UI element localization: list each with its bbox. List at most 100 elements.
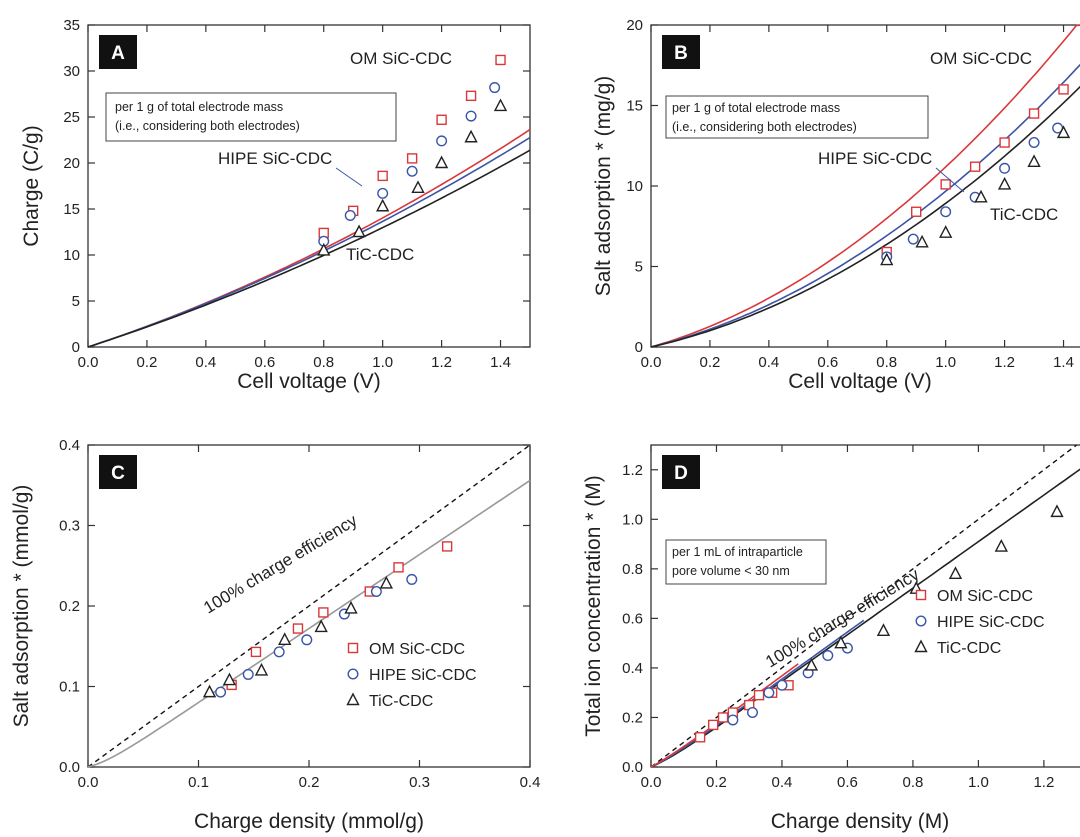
x-tick-label: 0.4 (758, 354, 779, 371)
x-tick-label: 0.6 (254, 354, 275, 371)
x-axis-label: Charge density (M) (771, 810, 950, 833)
data-point-triangle (411, 180, 425, 194)
y-tick-label: 10 (63, 247, 80, 264)
x-tick-label: 0.6 (817, 354, 838, 371)
panel-a: 0.0 0.2 0.4 0.6 0.8 1.0 1.2 1.4 0 5 10 15 20 25 30 35 A… (20, 17, 531, 393)
series-label-tic: TiC-CDC (346, 245, 414, 264)
data-point-triangle (493, 98, 508, 112)
axis-ticks: 0.0 0.2 0.4 0.6 0.8 1.0 1.2 1.4 0 5 10 15 20 (626, 17, 1074, 371)
data-point-triangle (948, 566, 963, 579)
panel-badge-label: D (674, 463, 688, 484)
data-point-triangle (352, 224, 366, 238)
y-axis-label: Salt adsorption * (mmol/g) (10, 485, 33, 728)
x-tick-label: 0.2 (706, 774, 727, 791)
data-point-circle (746, 707, 758, 719)
data-point-triangle (915, 234, 929, 248)
panel-badge (99, 35, 137, 69)
legend-label-circle: HIPE SiC-CDC (369, 667, 477, 684)
data-point-triangle (317, 242, 331, 256)
legend-marker-triangle (346, 692, 360, 706)
note-box (665, 539, 827, 585)
data-point-square (911, 206, 922, 217)
panel-badge-label: B (674, 43, 688, 64)
data-point-circle (940, 206, 952, 218)
y-axis-label: Total ion concentration * (M) (582, 475, 605, 736)
y-tick-label: 35 (63, 17, 80, 34)
data-point-triangle (997, 176, 1012, 190)
x-tick-label: 0.2 (700, 354, 721, 371)
x-axis-label: Cell voltage (V) (788, 370, 932, 393)
data-point-square (318, 607, 329, 618)
note-box (105, 92, 397, 142)
data-point-circle (273, 646, 285, 658)
data-point-triangle (222, 672, 237, 686)
x-tick-label: 1.2 (994, 354, 1015, 371)
data-point-circle (436, 135, 448, 147)
data-point-square (250, 646, 262, 658)
series-label-hipe-pointer (335, 167, 363, 187)
data-point-circle (377, 187, 389, 199)
data-point-square (717, 712, 729, 723)
y-tick-label: 0 (635, 339, 643, 356)
data-point-circle (822, 650, 834, 662)
y-tick-label: 0.1 (59, 679, 80, 696)
data-point-triangle (974, 189, 988, 203)
data-point-square (406, 153, 418, 164)
data-point-circle (727, 714, 739, 726)
fit-curves (650, 24, 1080, 348)
y-tick-label: 0 (72, 339, 80, 356)
y-tick-label: 10 (626, 178, 643, 195)
x-tick-label: 1.0 (372, 354, 393, 371)
data-point-circle (406, 573, 418, 585)
data-point-triangle (379, 575, 394, 589)
legend-marker-square (915, 589, 927, 601)
data-point-square (708, 719, 719, 731)
y-tick-label: 0.3 (59, 518, 80, 535)
x-tick-label: 0.8 (313, 354, 334, 371)
legend: OM SiC-CDC HIPE SiC-CDC TiC-CDC (914, 588, 1045, 657)
data-point-circle (999, 162, 1011, 174)
data-point-triangle (994, 539, 1008, 552)
note-box (665, 95, 929, 139)
y-tick-label: 0.0 (59, 759, 80, 776)
data-points (880, 84, 1071, 266)
y-tick-label: 30 (63, 63, 80, 80)
y-tick-label: 20 (63, 155, 80, 172)
note-line-2: (i.e., considering both electrodes) (672, 120, 857, 134)
plot-frame (650, 444, 1080, 768)
y-tick-label: 0.4 (622, 660, 643, 677)
x-tick-label: 1.4 (490, 354, 511, 371)
y-tick-label: 5 (635, 259, 643, 276)
series-label-hipe-pointer (935, 167, 965, 193)
fit-curve-triangle (87, 149, 531, 348)
y-tick-label: 15 (63, 201, 80, 218)
x-axis-label: Cell voltage (V) (237, 370, 381, 393)
legend-label-square: OM SiC-CDC (937, 588, 1033, 605)
y-tick-label: 25 (63, 109, 80, 126)
plot-frame (650, 24, 1080, 348)
data-point-circle (301, 634, 313, 646)
data-point-triangle (344, 600, 358, 614)
legend-label-triangle: TiC-CDC (369, 693, 433, 710)
data-point-circle (406, 165, 418, 177)
data-point-square (1028, 108, 1040, 119)
x-tick-label: 0.0 (78, 774, 99, 791)
x-tick-label: 0.0 (641, 774, 662, 791)
data-point-triangle (202, 684, 217, 698)
y-tick-label: 1.0 (622, 511, 643, 528)
note-line-1: per 1 g of total electrode mass (672, 101, 840, 115)
x-tick-label: 0.0 (78, 354, 99, 371)
data-point-circle (1028, 137, 1040, 149)
fit-curve-circle (87, 136, 531, 348)
series-label-hipe: HIPE SiC-CDC (218, 149, 332, 168)
data-point-square (940, 179, 951, 190)
legend-label-square: OM SiC-CDC (369, 641, 465, 658)
x-tick-label: 0.4 (772, 774, 793, 791)
x-tick-label: 0.8 (902, 774, 923, 791)
fit-curve-circle (650, 63, 1080, 348)
data-point-triangle (880, 252, 894, 266)
legend-marker-triangle (914, 639, 928, 653)
data-points (694, 504, 1064, 743)
x-tick-label: 0.1 (188, 774, 209, 791)
legend-label-circle: HIPE SiC-CDC (937, 614, 1045, 631)
